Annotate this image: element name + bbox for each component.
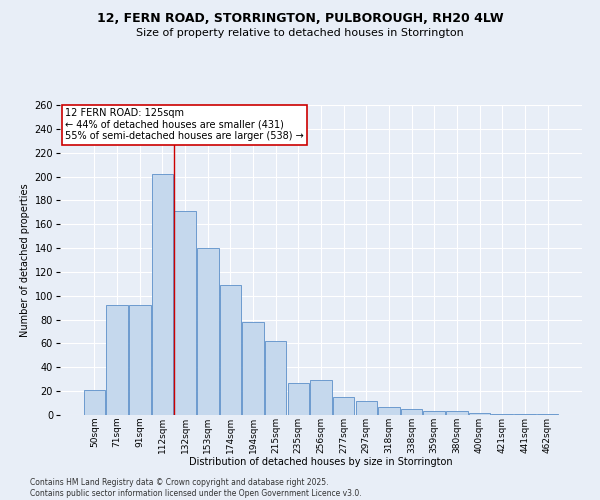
Bar (491, 414, 513, 415)
Y-axis label: Number of detached properties: Number of detached properties (20, 183, 30, 337)
Bar (446, 412, 467, 415)
Bar (401, 409, 422, 415)
Bar (310, 380, 332, 415)
Bar (287, 383, 309, 415)
Text: Size of property relative to detached houses in Storrington: Size of property relative to detached ho… (136, 28, 464, 38)
Bar (514, 414, 536, 415)
Bar (356, 400, 377, 415)
Bar (537, 414, 558, 415)
Bar (378, 406, 400, 415)
Text: Contains HM Land Registry data © Crown copyright and database right 2025.
Contai: Contains HM Land Registry data © Crown c… (30, 478, 362, 498)
Bar (469, 412, 490, 415)
Bar (220, 285, 241, 415)
Bar (152, 174, 173, 415)
Bar (333, 397, 355, 415)
Bar (175, 211, 196, 415)
Bar (84, 390, 105, 415)
Bar (265, 341, 286, 415)
Bar (197, 248, 218, 415)
Bar (129, 306, 151, 415)
Bar (242, 322, 264, 415)
Bar (106, 306, 128, 415)
Text: 12, FERN ROAD, STORRINGTON, PULBOROUGH, RH20 4LW: 12, FERN ROAD, STORRINGTON, PULBOROUGH, … (97, 12, 503, 26)
Text: 12 FERN ROAD: 125sqm
← 44% of detached houses are smaller (431)
55% of semi-deta: 12 FERN ROAD: 125sqm ← 44% of detached h… (65, 108, 304, 142)
X-axis label: Distribution of detached houses by size in Storrington: Distribution of detached houses by size … (189, 457, 453, 467)
Bar (424, 412, 445, 415)
